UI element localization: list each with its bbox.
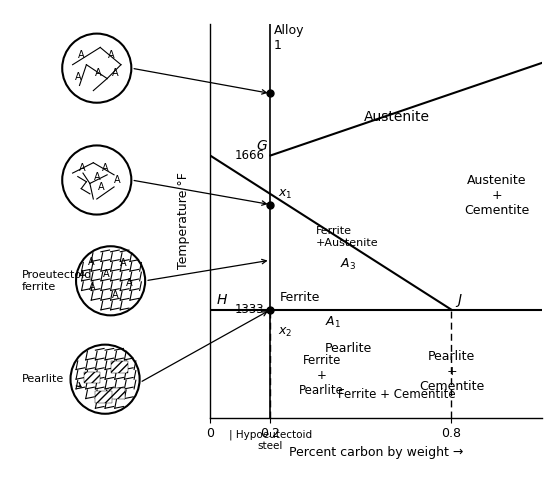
Text: 1666: 1666 [234,149,264,162]
Text: A: A [114,175,121,185]
Text: A: A [126,277,133,288]
Text: A: A [75,72,81,82]
Text: $x_2$: $x_2$ [278,326,293,339]
Bar [109,388,126,399]
Text: H: H [216,293,227,307]
Text: A: A [108,50,114,60]
Text: J: J [457,293,462,307]
Text: Ferrite + Cementite: Ferrite + Cementite [338,388,456,401]
Text: A: A [95,68,102,78]
Text: A: A [78,50,85,60]
Bar [95,391,112,403]
Text: $A_1$: $A_1$ [325,315,341,330]
Ellipse shape [62,34,131,103]
Ellipse shape [62,145,131,215]
Text: $x_1$: $x_1$ [278,188,293,201]
Bar [111,361,128,373]
Text: Alloy
1: Alloy 1 [274,24,304,52]
Text: $A_3$: $A_3$ [340,257,356,272]
Text: | Hypoeutectoid
steel: | Hypoeutectoid steel [229,429,312,451]
Text: Pearlite
+
Cementite: Pearlite + Cementite [419,350,484,393]
Text: 1333: 1333 [235,303,264,316]
Text: A: A [103,269,109,279]
Ellipse shape [71,345,139,414]
Text: Ferrite: Ferrite [279,291,320,304]
Text: A: A [121,258,127,268]
Text: A: A [98,182,104,192]
Text: Temperature °F: Temperature °F [177,172,190,269]
Text: A: A [88,257,95,267]
Text: A: A [79,163,86,173]
Text: A: A [90,282,96,292]
Text: Pearlite: Pearlite [22,374,64,384]
Text: Ferrite
+
Pearlite: Ferrite + Pearlite [299,354,344,397]
Text: A: A [102,163,109,173]
X-axis label: Percent carbon by weight →: Percent carbon by weight → [289,446,463,459]
Text: A: A [112,68,118,78]
Ellipse shape [76,246,145,315]
Text: Proeutectoid
ferrite: Proeutectoid ferrite [22,270,92,292]
Text: A: A [112,290,118,300]
Bar [84,372,100,383]
Text: Austenite: Austenite [364,109,430,124]
Text: Austenite
+
Cementite: Austenite + Cementite [464,174,529,217]
Text: Pearlite: Pearlite [325,342,372,355]
Text: G: G [257,139,268,153]
Text: Ferrite
+Austenite: Ferrite +Austenite [316,226,378,248]
Text: A: A [93,171,100,181]
